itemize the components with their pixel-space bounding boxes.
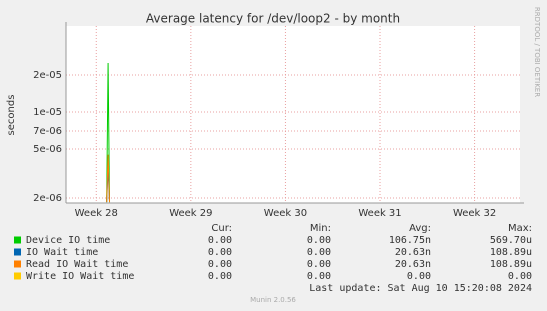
series-line [106, 154, 111, 203]
last-update: Last update: Sat Aug 10 15:20:08 2024 [309, 283, 532, 294]
legend-header: Min: [310, 223, 331, 234]
y-axis-label: seconds [6, 95, 17, 136]
footer: Munin 2.0.56 [250, 296, 296, 304]
chart-title: Average latency for /dev/loop2 - by mont… [146, 12, 400, 26]
legend-swatch [14, 260, 21, 268]
legend-swatch [14, 236, 21, 244]
legend-value: 20.63n [395, 247, 431, 258]
plot-area [66, 26, 520, 203]
legend-value: 0.00 [307, 247, 331, 258]
legend-label: Device IO time [26, 235, 110, 246]
legend-value: 0.00 [208, 235, 232, 246]
legend-label: Write IO Wait time [26, 271, 134, 282]
x-tick-label: Week 30 [264, 208, 307, 219]
legend-value: 0.00 [208, 259, 232, 270]
y-tick-label: 5e-06 [33, 144, 62, 155]
legend-header: Avg: [409, 223, 431, 234]
legend-value: 0.00 [407, 271, 431, 282]
legend-value: 20.63n [395, 259, 431, 270]
legend-value: 108.89u [490, 259, 532, 270]
legend-value: 0.00 [208, 271, 232, 282]
x-tick-label: Week 28 [75, 208, 118, 219]
legend-value: 0.00 [307, 235, 331, 246]
series-line [106, 63, 111, 203]
legend-value: 108.89u [490, 247, 532, 258]
y-tick-label: 1e-05 [33, 107, 62, 118]
x-tick-label: Week 29 [169, 208, 212, 219]
legend-value: 0.00 [307, 259, 331, 270]
legend-label: IO Wait time [26, 247, 98, 258]
legend-header: Max: [508, 223, 532, 234]
x-tick-label: Week 32 [453, 208, 496, 219]
side-label: RRDTOOL / TOBI OETIKER [533, 7, 541, 97]
legend-value: 569.70u [490, 235, 532, 246]
legend-swatch [14, 272, 21, 280]
legend-value: 0.00 [307, 271, 331, 282]
y-tick-label: 2e-05 [33, 70, 62, 81]
y-tick-label: 7e-06 [33, 126, 62, 137]
y-tick-label: 2e-06 [33, 193, 62, 204]
legend-label: Read IO Wait time [26, 259, 128, 270]
legend-value: 0.00 [508, 271, 532, 282]
legend-swatch [14, 248, 21, 256]
legend-header: Cur: [211, 223, 232, 234]
x-tick-label: Week 31 [358, 208, 401, 219]
legend-value: 0.00 [208, 247, 232, 258]
legend-value: 106.75n [389, 235, 431, 246]
